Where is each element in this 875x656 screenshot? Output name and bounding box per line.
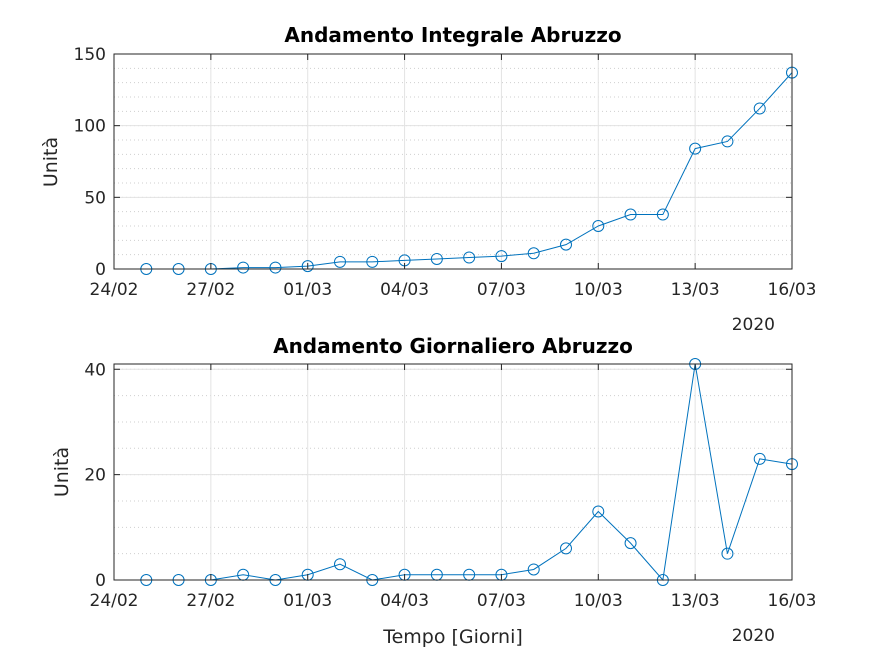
x-tick-label: 27/02 <box>186 280 235 300</box>
bottom-y-axis-label: Unità <box>51 447 73 497</box>
series-line <box>146 72 793 270</box>
x-tick-label: 01/03 <box>283 591 332 611</box>
top-chart-title: Andamento Integrale Abruzzo <box>284 23 621 47</box>
data-point <box>753 452 766 465</box>
data-point <box>592 505 605 518</box>
data-point <box>527 563 540 576</box>
bottom-axes-frame <box>113 363 793 581</box>
x-tick-label: 13/03 <box>671 280 720 300</box>
bottom-chart: 24/02 27/02 01/03 04/03 07/03 10/03 13/03 16/03… <box>51 334 817 648</box>
x-tick-label: 10/03 <box>574 591 623 611</box>
x-tick-label: 16/03 <box>768 591 817 611</box>
data-point <box>721 135 734 148</box>
data-point <box>753 102 766 115</box>
top-y-axis-label: Unità <box>40 137 62 187</box>
x-tick-label: 01/03 <box>283 280 332 300</box>
x-tick-label: 13/03 <box>671 591 720 611</box>
x-tick-label: 24/02 <box>90 591 139 611</box>
bottom-year-label: 2020 <box>732 626 775 646</box>
y-tick-label: 0 <box>95 571 106 591</box>
data-point <box>366 255 379 268</box>
top-chart: 24/02 27/02 01/03 04/03 07/03 10/03 13/03 16/03… <box>40 23 817 335</box>
bottom-chart-title: Andamento Giornaliero Abruzzo <box>273 334 633 358</box>
series-line <box>146 363 793 582</box>
data-point <box>527 247 540 260</box>
data-point <box>560 238 572 251</box>
y-tick-label: 40 <box>84 360 106 380</box>
x-tick-label: 04/03 <box>380 280 429 300</box>
top-year-label: 2020 <box>732 315 775 335</box>
bottom-ticks: 24/02 27/02 01/03 04/03 07/03 10/03 13/03 16/03… <box>84 360 816 611</box>
data-point <box>656 208 669 221</box>
data-point <box>237 261 250 274</box>
data-point <box>430 252 443 265</box>
x-tick-label: 04/03 <box>380 591 429 611</box>
y-tick-label: 150 <box>74 45 106 65</box>
x-tick-label: 24/02 <box>90 280 139 300</box>
data-point <box>334 558 346 571</box>
data-point <box>721 547 734 560</box>
top-ticks: 24/02 27/02 01/03 04/03 07/03 10/03 13/03 16/03… <box>74 45 817 300</box>
data-point <box>624 208 637 221</box>
y-tick-label: 50 <box>84 188 106 208</box>
data-point <box>592 220 605 232</box>
y-tick-label: 100 <box>74 117 106 137</box>
x-tick-label: 27/02 <box>186 591 235 611</box>
data-point <box>495 250 508 263</box>
data-point <box>334 255 346 268</box>
data-point <box>624 537 637 550</box>
data-point <box>689 142 702 155</box>
y-tick-label: 0 <box>95 260 106 280</box>
x-tick-label: 07/03 <box>477 280 526 300</box>
y-tick-label: 20 <box>84 466 106 486</box>
data-point <box>301 260 314 273</box>
top-axes-frame <box>113 53 793 270</box>
x-tick-label: 16/03 <box>768 280 817 300</box>
x-tick-label: 07/03 <box>477 591 526 611</box>
x-tick-label: 10/03 <box>574 280 623 300</box>
bottom-x-axis-label: Tempo [Giorni] <box>382 626 523 648</box>
data-point <box>560 542 572 555</box>
top-plot-area <box>114 54 792 269</box>
data-point <box>463 251 476 264</box>
data-point <box>269 261 282 274</box>
